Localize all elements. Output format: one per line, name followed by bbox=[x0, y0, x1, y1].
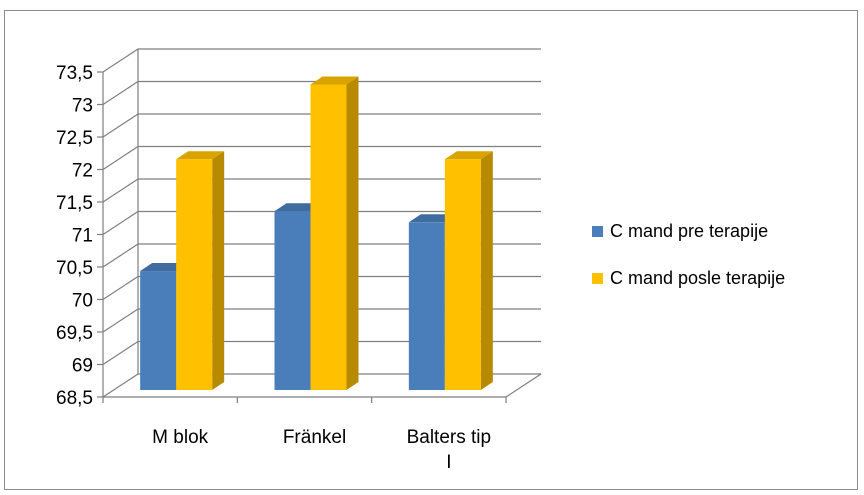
y-axis-tick-labels: 68,5 69 69,5 70 70,5 71 71,5 72 72,5 73 73,5 bbox=[56, 63, 93, 409]
bar bbox=[444, 159, 481, 390]
bar-top bbox=[176, 151, 225, 160]
y-tick-label: 71,5 bbox=[56, 193, 93, 214]
x-axis-category-labels: M blok Fränkel Balters tip I bbox=[152, 427, 491, 473]
legend-swatch bbox=[592, 226, 603, 237]
bar bbox=[274, 211, 311, 390]
y-tick-label: 70 bbox=[72, 291, 93, 312]
bar bbox=[310, 84, 347, 390]
y-tick-label: 70,5 bbox=[56, 258, 93, 279]
legend: C mand pre terapije C mand posle terapije bbox=[592, 221, 785, 288]
x-category-label: Fränkel bbox=[283, 427, 346, 448]
x-category-label: I bbox=[446, 452, 451, 473]
bar-top bbox=[310, 76, 359, 85]
bars bbox=[140, 76, 493, 390]
legend-label: C mand posle terapije bbox=[610, 268, 785, 288]
bar bbox=[408, 222, 445, 390]
bar-side bbox=[346, 76, 359, 390]
y-tick-label: 69,5 bbox=[56, 323, 93, 344]
bar-side bbox=[212, 151, 225, 390]
y-tick-label: 71 bbox=[72, 226, 93, 247]
y-tick-label: 68,5 bbox=[56, 388, 93, 409]
y-tick-label: 72,5 bbox=[56, 128, 93, 149]
axes bbox=[97, 49, 542, 403]
x-category-label: Balters tip bbox=[407, 427, 491, 448]
y-tick-label: 72 bbox=[72, 161, 93, 182]
legend-label: C mand pre terapije bbox=[610, 221, 768, 241]
bar-side bbox=[480, 151, 493, 390]
y-tick-label: 69 bbox=[72, 356, 93, 377]
bar bbox=[176, 159, 213, 390]
x-category-label: M blok bbox=[152, 427, 208, 448]
legend-swatch bbox=[592, 273, 603, 284]
y-tick-label: 73 bbox=[72, 96, 93, 117]
gridline bbox=[102, 48, 541, 73]
bar-top bbox=[444, 151, 493, 160]
floor-right-edge bbox=[505, 373, 542, 398]
bar bbox=[140, 271, 177, 390]
y-tick-label: 73,5 bbox=[56, 63, 93, 84]
